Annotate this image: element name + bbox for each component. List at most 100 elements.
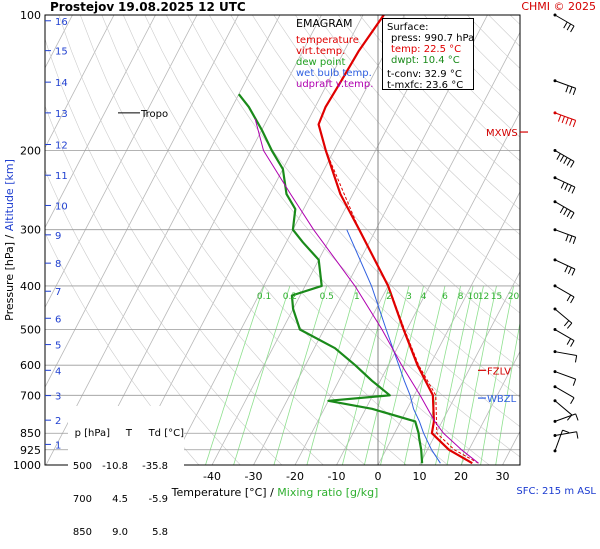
- isotherm-line: [46, 15, 280, 465]
- mxws-label: MXWS: [486, 128, 518, 139]
- y-tick-label: 1000: [13, 459, 41, 472]
- wind-barb-flag: [573, 120, 575, 127]
- y-axis-title: Pressure [hPa] / Altitude [km]: [3, 159, 16, 321]
- mixing-ratio-label: 12: [478, 292, 489, 302]
- altitude-tick-label: 8: [55, 259, 61, 270]
- wind-barb-dot: [554, 284, 557, 287]
- surface-temp: temp: 22.5 °C: [387, 44, 469, 55]
- y-tick-label: 200: [20, 144, 41, 157]
- table-row: 850 9.0 5.8: [68, 527, 184, 538]
- x-tick-label: 0: [375, 470, 382, 483]
- dry-adiabat-line: [510, 15, 600, 465]
- wind-barb-shaft: [555, 309, 572, 323]
- table-row: 500 -10.8 -35.8: [68, 461, 184, 472]
- legend-item-temperature: temperature: [296, 35, 373, 46]
- wind-barb: [554, 200, 575, 219]
- wind-barb-flag: [567, 24, 571, 30]
- x-tick-label: 10: [413, 470, 427, 483]
- mixing-ratio-label: 4: [421, 292, 427, 302]
- wind-barb-flag: [560, 156, 564, 162]
- table-header-p: p [hPa]: [68, 428, 110, 439]
- surface-press: press: 990.7 hPa: [387, 33, 469, 44]
- wind-barb: [554, 370, 576, 386]
- wind-barb-flag: [567, 295, 571, 301]
- wind-barb: [554, 307, 572, 328]
- wind-barb-flag: [575, 356, 576, 363]
- mixing-ratio-label: 3: [406, 292, 412, 302]
- wind-barb: [554, 284, 575, 303]
- wind-barb: [554, 432, 578, 439]
- mixing-ratio-label: 1: [354, 292, 360, 302]
- wind-barb-flag: [571, 398, 575, 404]
- x-axis-title-mixing: Mixing ratio [g/kg]: [277, 486, 378, 499]
- wind-barb-shaft: [555, 432, 577, 436]
- surface-box: Surface: press: 990.7 hPa temp: 22.5 °C …: [382, 18, 474, 90]
- wind-barb-flag: [571, 161, 575, 167]
- wind-barb-shaft: [555, 330, 574, 341]
- wind-barb-shaft: [555, 81, 576, 89]
- wind-barb-shaft: [555, 178, 575, 187]
- wind-barb-shaft: [555, 260, 575, 269]
- x-tick-label: -20: [286, 470, 304, 483]
- fzlv-label: FZLV: [487, 366, 511, 377]
- wind-barb: [554, 328, 575, 347]
- wind-barb-flag: [570, 87, 572, 94]
- table-cell: 500: [68, 461, 92, 472]
- wind-barb-flag: [557, 154, 561, 160]
- wind-barb-flag: [570, 236, 572, 243]
- isotherm-line: [503, 15, 600, 465]
- mixing-ratio-label: 15: [491, 292, 502, 302]
- table-cell: 5.8: [128, 527, 168, 538]
- mixing-ratio-label: 0.1: [257, 292, 271, 302]
- wind-barb-flag: [571, 26, 575, 32]
- table-cell: -10.8: [92, 461, 128, 472]
- wind-barb-flag: [570, 119, 572, 126]
- wind-barb: [554, 149, 575, 168]
- wind-barb-dot: [554, 79, 557, 82]
- y-tick-label: 850: [20, 427, 41, 440]
- wind-barb-dot: [554, 449, 557, 452]
- x-tick-label: 30: [496, 470, 510, 483]
- wind-barb: [554, 14, 575, 33]
- wind-barb-flag: [564, 209, 568, 215]
- wind-barb-shaft: [555, 430, 563, 451]
- wind-barb-flag: [567, 159, 571, 165]
- levels-table: p [hPa] T Td [°C] 500 -10.8 -35.8 700 4.…: [68, 406, 184, 549]
- wind-barb-flag: [567, 211, 571, 217]
- x-tick-label: -40: [203, 470, 221, 483]
- table-cell: 850: [68, 527, 92, 538]
- table-header-row: p [hPa] T Td [°C]: [68, 428, 184, 439]
- wind-barb-dot: [554, 14, 557, 17]
- wind-barb-flag: [572, 269, 575, 275]
- mixing-ratio-label: 6: [442, 292, 448, 302]
- wind-barb-flag: [560, 207, 564, 213]
- wind-barb: [554, 79, 576, 95]
- altitude-tick-label: 3: [55, 392, 61, 403]
- altitude-tick-label: 12: [55, 141, 68, 152]
- wind-barb-dot: [554, 385, 557, 388]
- wind-barb-shaft: [555, 113, 576, 121]
- wind-barb-dot: [554, 399, 557, 402]
- wind-barb: [554, 258, 575, 275]
- altitude-tick-label: 15: [55, 47, 68, 58]
- legend-item-dew-point: dew point: [296, 57, 373, 68]
- wind-barb-flag: [564, 158, 568, 164]
- wind-barb: [554, 111, 576, 127]
- wind-barb-flag: [572, 187, 575, 193]
- altitude-tick-label: 4: [55, 366, 61, 377]
- surface-tconv: t-conv: 32.9 °C: [387, 69, 469, 80]
- wind-barb-shaft: [555, 401, 572, 415]
- altitude-tick-label: 11: [55, 171, 68, 182]
- wind-barb-shaft: [555, 286, 574, 297]
- wind-barb-shaft: [555, 202, 574, 213]
- x-tick-label: 20: [454, 470, 468, 483]
- wind-barb-flag: [568, 267, 571, 273]
- x-tick-label: -30: [245, 470, 263, 483]
- wind-barb: [554, 350, 577, 362]
- altitude-tick-label: 7: [55, 287, 61, 298]
- altitude-tick-label: 13: [55, 109, 68, 120]
- wind-barb-dot: [554, 200, 557, 203]
- chmi-copyright: CHMI © 2025: [521, 0, 596, 13]
- wind-barb: [554, 176, 575, 193]
- legend: EMAGRAM temperature virt.temp. dew point…: [296, 18, 373, 90]
